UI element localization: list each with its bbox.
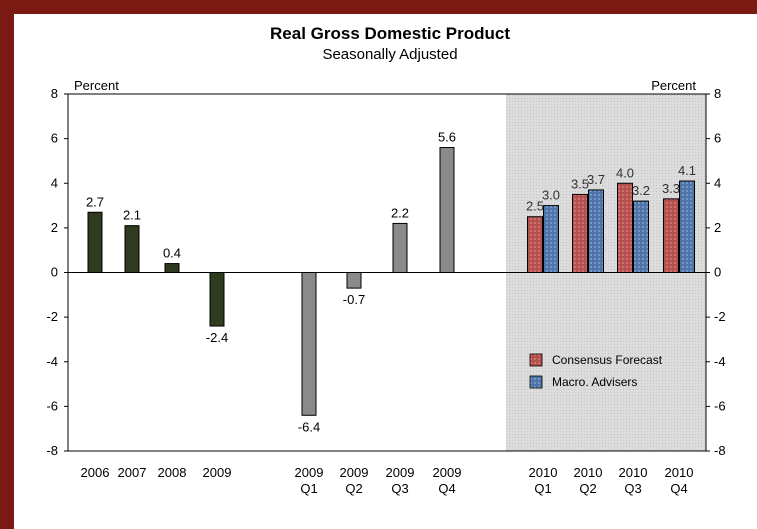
value-label: 0.4: [163, 246, 181, 261]
category-label: 2009: [340, 465, 369, 480]
category-label: 2010: [529, 465, 558, 480]
y-tick-label-right: -8: [714, 443, 726, 458]
bar-quarterly: [439, 147, 455, 273]
category-label: 2007: [118, 465, 147, 480]
category-label: 2009: [386, 465, 415, 480]
bar-annual: [209, 272, 225, 327]
category-label: 2009: [203, 465, 232, 480]
bar-annual: [164, 263, 180, 273]
value-label: -2.4: [206, 330, 228, 345]
value-label: 3.5: [571, 176, 589, 191]
category-labels-group: 2006 2007 2008 2009 2009Q12009Q22009Q32009Q4…: [81, 465, 694, 496]
category-label: Q2: [345, 481, 362, 496]
legend-swatch: [529, 353, 543, 367]
value-label: 3.2: [632, 183, 650, 198]
y-tick-label-left: -6: [46, 398, 58, 413]
bar-consensus-forecast: [527, 216, 543, 273]
category-label: Q4: [438, 481, 455, 496]
y-tick-label-right: 2: [714, 220, 721, 235]
y-tick-label-left: 4: [51, 175, 58, 190]
value-label: 3.0: [542, 188, 560, 203]
category-label: 2009: [433, 465, 462, 480]
y-axis-label-left: Percent: [74, 78, 119, 93]
bar-macro-advisers: [679, 180, 695, 273]
y-tick-label-right: -6: [714, 398, 726, 413]
chart-frame: Real Gross Domestic Product Seasonally A…: [14, 14, 757, 529]
bar-consensus-forecast: [663, 198, 679, 273]
chart-subtitle: Seasonally Adjusted: [322, 46, 457, 63]
bar-quarterly: [346, 272, 362, 289]
y-tick-label-left: 2: [51, 220, 58, 235]
y-tick-label-left: -8: [46, 443, 58, 458]
value-label: 2.2: [391, 205, 409, 220]
bar-consensus-forecast: [572, 193, 588, 273]
value-labels-group: 2.7 2.1 0.4 -2.4 -6.4 -0.7 2.2 5.6 2.53.0 3.53.7 4…: [86, 130, 696, 435]
axes: 8 8 6 6 4 4 2 2 0 0 -2 -2 -4 -4 -6 -6 -8 -8: [46, 86, 725, 458]
category-label: 2010: [619, 465, 648, 480]
category-label: Q3: [391, 481, 408, 496]
category-label: Q1: [534, 481, 551, 496]
legend-label: Macro. Advisers: [552, 375, 637, 389]
y-axis-label-right: Percent: [651, 78, 696, 93]
y-tick-label-left: 6: [51, 131, 58, 146]
y-tick-label-left: -2: [46, 309, 58, 324]
value-label: 4.1: [678, 163, 696, 178]
value-label: 2.5: [526, 199, 544, 214]
y-tick-label-left: 8: [51, 86, 58, 101]
category-label: Q4: [670, 481, 687, 496]
value-label: 2.1: [123, 208, 141, 223]
category-label: Q1: [300, 481, 317, 496]
y-tick-label-right: -2: [714, 309, 726, 324]
bar-quarterly: [301, 272, 317, 416]
y-tick-label-right: 0: [714, 265, 721, 280]
value-label: 5.6: [438, 130, 456, 145]
legend-swatch: [529, 375, 543, 389]
y-tick-label-left: -4: [46, 354, 58, 369]
legend: Consensus Forecast Macro. Advisers: [529, 353, 663, 389]
category-label: 2009: [295, 465, 324, 480]
category-label: Q3: [624, 481, 641, 496]
bar-macro-advisers: [633, 200, 649, 274]
value-label: -0.7: [343, 292, 365, 307]
category-label: 2006: [81, 465, 110, 480]
bars-group: [87, 147, 695, 416]
y-tick-label-left: 0: [51, 265, 58, 280]
value-label: 3.3: [662, 181, 680, 196]
value-label: 3.7: [587, 172, 605, 187]
value-label: 2.7: [86, 194, 104, 209]
category-label: Q2: [579, 481, 596, 496]
category-label: 2010: [665, 465, 694, 480]
bar-annual: [87, 211, 103, 274]
value-label: -6.4: [298, 419, 320, 434]
value-label: 4.0: [616, 165, 634, 180]
y-tick-label-right: 4: [714, 175, 721, 190]
legend-label: Consensus Forecast: [552, 353, 663, 367]
bar-quarterly: [392, 222, 408, 274]
category-label: 2008: [158, 465, 187, 480]
y-tick-label-right: 8: [714, 86, 721, 101]
y-tick-label-right: 6: [714, 131, 721, 146]
bar-annual: [124, 225, 140, 274]
bar-macro-advisers: [543, 205, 559, 273]
bar-consensus-forecast: [617, 182, 633, 273]
bar-macro-advisers: [588, 189, 604, 274]
chart-svg: Real Gross Domestic Product Seasonally A…: [46, 24, 725, 496]
chart-title: Real Gross Domestic Product: [270, 24, 510, 43]
category-label: 2010: [574, 465, 603, 480]
y-tick-label-right: -4: [714, 354, 726, 369]
